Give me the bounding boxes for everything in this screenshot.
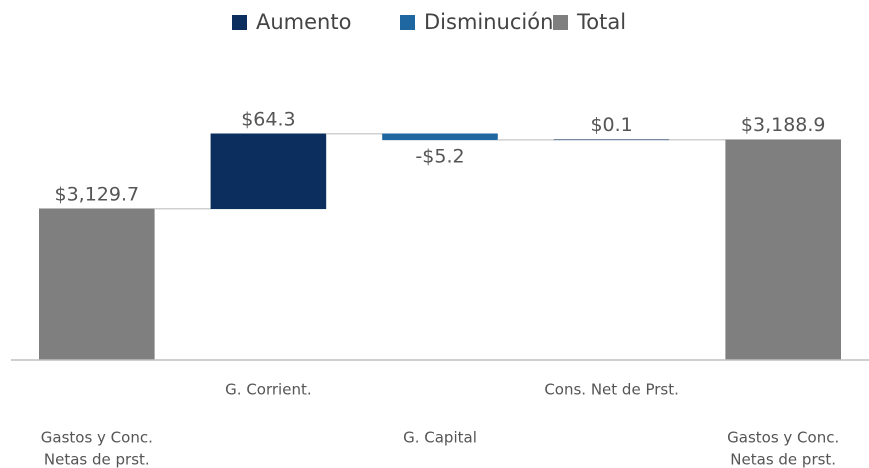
x-tick-label: Netas de prst.: [44, 451, 150, 468]
x-tick-label: Cons. Net de Prst.: [544, 381, 679, 399]
legend-swatch: [400, 15, 415, 30]
legend-label: Total: [576, 10, 626, 34]
bar: [725, 139, 842, 361]
bar: [38, 208, 155, 361]
bar: [210, 133, 327, 210]
value-label: $64.3: [241, 108, 295, 130]
value-label: $0.1: [590, 114, 632, 136]
bar: [382, 133, 498, 141]
x-tick-label: Netas de prst.: [730, 451, 836, 468]
x-tick-label: Gastos y Conc.: [41, 429, 153, 447]
legend-swatch: [232, 15, 247, 30]
value-label: $3,129.7: [54, 183, 139, 205]
value-label: $3,188.9: [741, 114, 826, 136]
legend-label: Disminución: [424, 10, 553, 34]
x-tick-label: G. Capital: [403, 429, 477, 447]
x-tick-label: Gastos y Conc.: [727, 429, 839, 447]
legend-label: Aumento: [256, 10, 351, 34]
value-label: -$5.2: [415, 145, 464, 167]
legend-swatch: [553, 15, 568, 30]
x-tick-label: G. Corrient.: [225, 381, 311, 399]
